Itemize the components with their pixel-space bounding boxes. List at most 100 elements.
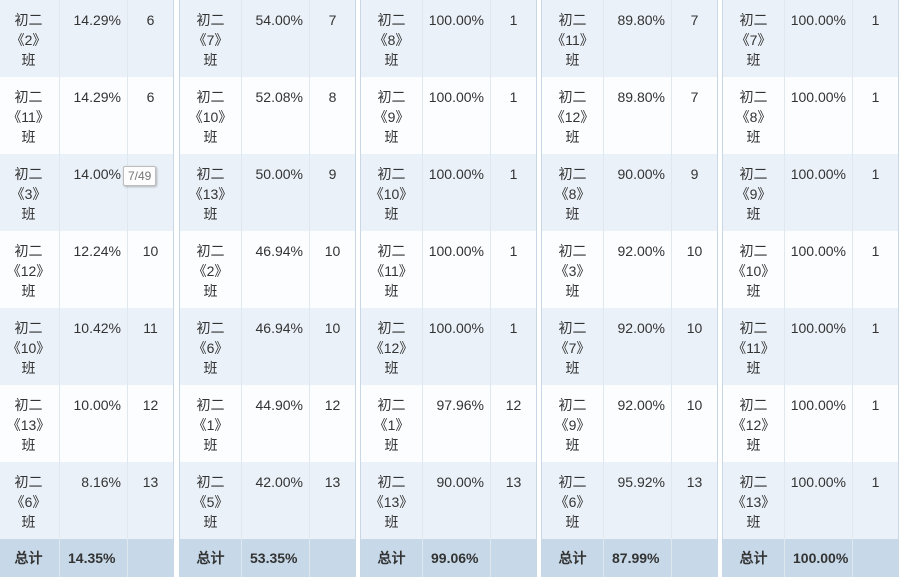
class-name-line: 初二 [558,320,587,336]
class-name-line: 班 [21,52,36,68]
class-name-line: 初二 [14,166,43,182]
table-row[interactable]: 初二 《6》班 8.16% 13 [0,462,173,540]
class-name-cell: 初二 《10》班 [361,154,423,231]
class-name-cell: 初二 《10》班 [0,308,60,385]
class-name-line: 初二 [377,89,406,105]
ranking-panel-2: 初二 《7》班 54.00% 7 初二 《10》班 52.08% 8 初二 《13》班 50.00%… [179,0,356,577]
class-name-line: 初二 [377,12,406,28]
class-name-line: 班 [21,360,36,376]
class-name-line: 班 [384,360,399,376]
class-name-line: 初二 [739,12,768,28]
class-name-line: 班 [384,514,399,530]
table-row[interactable]: 初二 《12》班 100.00% 1 [723,385,898,463]
table-row[interactable]: 初二 《11》班 100.00% 1 [361,231,536,309]
total-rank-empty [491,539,536,577]
table-row[interactable]: 初二 《8》班 100.00% 1 [723,77,898,155]
table-row[interactable]: 初二 《1》班 44.90% 12 [180,385,355,463]
table-row[interactable]: 初二 《10》班 52.08% 8 [180,77,355,155]
table-row[interactable]: 初二 《13》班 50.00% 9 [180,154,355,232]
table-row[interactable]: 初二 《3》班 92.00% 10 [542,231,717,309]
table-row[interactable]: 初二 《6》班 46.94% 10 [180,308,355,386]
table-row[interactable]: 初二 《12》班 12.24% 10 [0,231,173,309]
class-name-cell: 初二 《12》班 [542,77,604,154]
rank-cell: 9 [690,166,699,182]
class-name-cell: 初二 《2》班 [180,231,242,308]
class-name-line: 《12》 [731,417,776,433]
table-row[interactable]: 初二 《2》班 14.29% 6 [0,0,173,78]
class-name-cell: 初二 《7》班 [180,0,242,77]
table-row[interactable]: 初二 《11》班 100.00% 1 [723,308,898,386]
class-name-line: 初二 [558,474,587,490]
total-rate: 14.35% [60,539,128,577]
class-name-line: 《10》 [731,263,776,279]
class-name-line: 班 [203,360,218,376]
class-name-line: 初二 [14,243,43,259]
class-name-line: 班 [565,129,580,145]
total-rank-empty [128,539,173,577]
class-name-line: 《7》 [192,32,229,48]
table-row[interactable]: 初二 《13》班 10.00% 12 [0,385,173,463]
class-name-cell: 初二 《10》班 [180,77,242,154]
table-row[interactable]: 初二 《10》班 100.00% 1 [361,154,536,232]
class-name-line: 班 [746,52,761,68]
rate-cell: 100.00% [785,77,853,154]
class-name-line: 《7》 [554,340,591,356]
class-name-line: 《2》 [10,32,47,48]
class-name-line: 《3》 [554,263,591,279]
table-row[interactable]: 初二 《12》班 100.00% 1 [361,308,536,386]
table-row[interactable]: 初二 《13》班 90.00% 13 [361,462,536,540]
rate-cell: 14.29% [60,77,128,154]
class-name-line: 初二 [14,397,43,413]
table-row[interactable]: 初二 《1》班 97.96% 12 [361,385,536,463]
class-name-line: 《11》 [370,263,413,279]
table-row[interactable]: 初二 《11》班 89.80% 7 [542,0,717,78]
class-name-line: 初二 [14,474,43,490]
table-row[interactable]: 初二 《11》班 14.29% 6 [0,77,173,155]
table-row[interactable]: 初二 《7》班 54.00% 7 [180,0,355,78]
rank-cell: 13 [324,474,341,490]
rank-cell: 8 [328,89,337,105]
table-row[interactable]: 初二 《13》班 100.00% 1 [723,462,898,540]
class-name-line: 初二 [196,12,225,28]
table-row[interactable]: 初二 《7》班 100.00% 1 [723,0,898,78]
class-name-line: 班 [21,283,36,299]
rank-cell: 1 [871,474,880,490]
table-row[interactable]: 初二 《7》班 92.00% 10 [542,308,717,386]
rank-cell: 1 [871,320,880,336]
rank-cell: 1 [871,397,880,413]
rate-cell: 46.94% [242,308,310,385]
class-name-line: 班 [21,437,36,453]
class-name-line: 初二 [739,166,768,182]
class-name-line: 初二 [196,397,225,413]
class-name-line: 初二 [196,243,225,259]
class-name-line: 初二 [739,320,768,336]
table-row[interactable]: 初二 《10》班 10.42% 11 [0,308,173,386]
table-row[interactable]: 初二 《2》班 46.94% 10 [180,231,355,309]
class-name-line: 《12》 [369,340,414,356]
class-name-line: 班 [384,129,399,145]
rate-cell: 100.00% [785,231,853,308]
ranking-panel-4: 初二 《11》班 89.80% 7 初二 《12》班 89.80% 7 初二 《8》班 90.00%… [541,0,718,577]
table-row[interactable]: 初二 《8》班 100.00% 1 [361,0,536,78]
rank-cell: 1 [871,12,880,28]
total-row: 总计 53.35% [180,539,355,577]
class-name-cell: 初二 《6》班 [0,462,60,539]
class-name-line: 初二 [558,166,587,182]
total-rank-empty [672,539,717,577]
table-row[interactable]: 初二 《6》班 95.92% 13 [542,462,717,540]
table-row[interactable]: 初二 《10》班 100.00% 1 [723,231,898,309]
total-label: 总计 [723,539,785,577]
class-name-line: 《8》 [373,32,410,48]
table-row[interactable]: 初二 《5》班 42.00% 13 [180,462,355,540]
table-row[interactable]: 初二 《8》班 90.00% 9 [542,154,717,232]
table-row[interactable]: 初二 《12》班 89.80% 7 [542,77,717,155]
class-name-line: 班 [384,437,399,453]
class-name-cell: 初二 《12》班 [361,308,423,385]
table-row[interactable]: 初二 《9》班 100.00% 1 [361,77,536,155]
class-name-line: 初二 [558,89,587,105]
class-name-cell: 初二 《13》班 [723,462,785,539]
table-row[interactable]: 初二 《9》班 92.00% 10 [542,385,717,463]
table-row[interactable]: 初二 《9》班 100.00% 1 [723,154,898,232]
total-rate: 53.35% [242,539,310,577]
rate-cell: 89.80% [604,77,672,154]
